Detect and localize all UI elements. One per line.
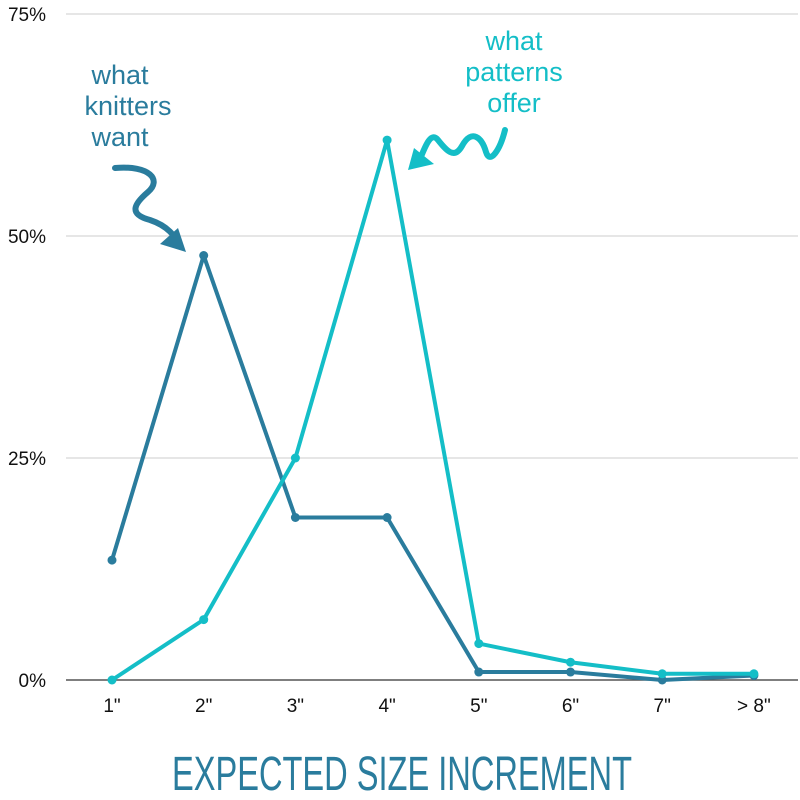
y-tick-label: 50% bbox=[8, 227, 46, 248]
series-patterns-offer bbox=[107, 135, 759, 685]
data-point bbox=[382, 135, 392, 145]
arrowhead-icon bbox=[160, 228, 186, 252]
data-point bbox=[199, 615, 209, 625]
data-point bbox=[657, 669, 667, 679]
annotation-knitters-line-2: knitters bbox=[84, 91, 171, 121]
data-point bbox=[107, 675, 117, 685]
y-tick-label: 0% bbox=[19, 671, 47, 692]
data-point bbox=[566, 657, 575, 667]
annotation-patterns: what patterns offer bbox=[408, 26, 563, 170]
data-point bbox=[107, 555, 117, 565]
series-line bbox=[110, 253, 756, 682]
squiggle-arrow-icon bbox=[112, 164, 183, 249]
annotation-knitters-line-3: want bbox=[90, 122, 149, 152]
annotation-patterns-line-2: patterns bbox=[465, 57, 563, 87]
x-tick-label: 7" bbox=[654, 696, 671, 717]
data-point bbox=[474, 639, 484, 649]
y-axis-ticks: 0% 25% 50% 75% bbox=[8, 5, 46, 692]
data-point bbox=[382, 512, 392, 522]
annotation-knitters-line-1: what bbox=[90, 60, 149, 90]
x-tick-label: 6" bbox=[562, 696, 579, 717]
y-tick-label: 75% bbox=[8, 5, 46, 26]
squiggle-arrow-icon bbox=[415, 127, 508, 167]
data-point bbox=[749, 669, 759, 679]
x-tick-label: 5" bbox=[470, 696, 487, 717]
data-point bbox=[566, 667, 575, 677]
data-point bbox=[290, 512, 300, 522]
gridlines bbox=[66, 13, 798, 459]
x-tick-label: 4" bbox=[378, 696, 395, 717]
x-tick-label: 2" bbox=[195, 696, 212, 717]
arrowhead-icon bbox=[408, 148, 434, 170]
x-tick-label: 1" bbox=[103, 696, 120, 717]
series-line bbox=[110, 138, 756, 682]
x-axis-ticks: 1" 2" 3" 4" 5" 6" 7" > 8" bbox=[103, 696, 770, 717]
x-tick-label: > 8" bbox=[737, 696, 771, 717]
y-tick-label: 25% bbox=[8, 449, 46, 470]
series-layer bbox=[107, 135, 759, 685]
data-point bbox=[657, 675, 667, 685]
data-point bbox=[199, 251, 209, 261]
x-tick-label: 3" bbox=[287, 696, 304, 717]
data-point bbox=[290, 453, 300, 463]
annotation-patterns-line-1: what bbox=[484, 26, 543, 56]
annotation-patterns-line-3: offer bbox=[487, 88, 541, 118]
x-axis-label: EXPECTED SIZE INCREMENT bbox=[172, 748, 632, 800]
annotation-knitters: what knitters want bbox=[84, 60, 186, 252]
data-point bbox=[474, 667, 484, 677]
